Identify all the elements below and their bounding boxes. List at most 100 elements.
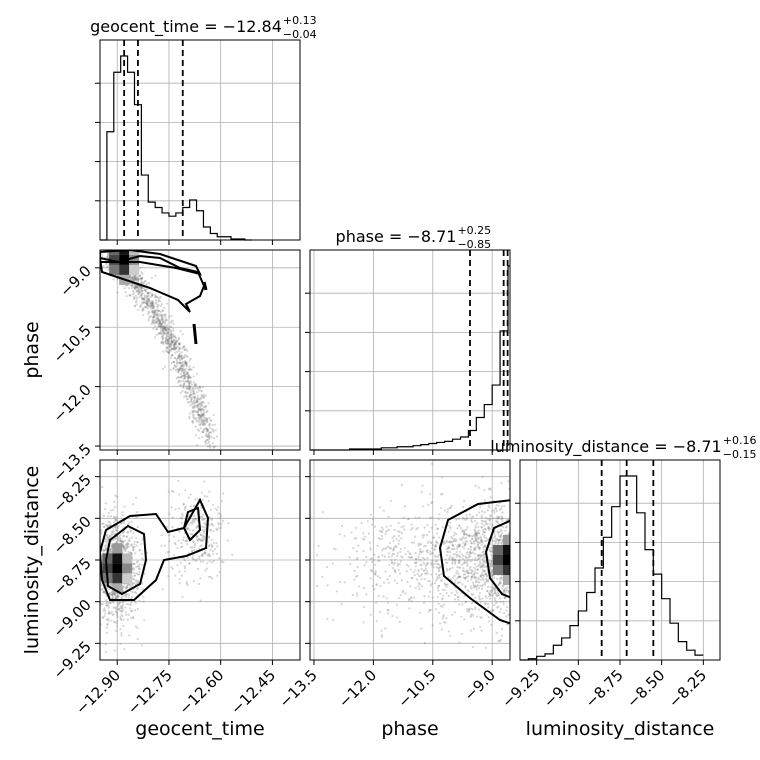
sample-point	[131, 590, 134, 594]
sample-point	[115, 596, 118, 599]
sample-point	[179, 391, 182, 394]
sample-point	[432, 548, 436, 551]
sample-point	[159, 313, 162, 316]
sample-point	[102, 609, 105, 612]
sample-point	[168, 351, 171, 354]
sample-point	[469, 548, 472, 551]
sample-point	[463, 532, 466, 536]
sample-point	[444, 558, 447, 561]
sample-point	[200, 554, 203, 557]
sample-point	[444, 621, 447, 624]
sample-point	[183, 348, 186, 351]
sample-point	[196, 406, 199, 409]
sample-point	[484, 544, 487, 547]
sample-point	[143, 298, 146, 301]
sample-point	[199, 539, 203, 542]
sample-point	[465, 528, 468, 531]
sample-point	[215, 435, 219, 438]
sample-point	[415, 528, 418, 531]
sample-point	[204, 440, 208, 443]
sample-point	[204, 433, 208, 436]
sample-point	[490, 623, 493, 626]
sample-point	[180, 375, 184, 378]
sample-point	[166, 340, 170, 343]
sample-point	[478, 511, 481, 514]
sample-point	[196, 404, 199, 408]
sample-point	[458, 544, 462, 548]
sample-point	[317, 545, 320, 548]
sample-point	[136, 587, 140, 590]
sample-point	[113, 532, 116, 535]
sample-point	[198, 398, 202, 401]
sample-point	[152, 304, 156, 307]
sample-point	[131, 546, 135, 549]
sample-point	[507, 613, 510, 616]
sample-point	[198, 386, 201, 389]
sample-point	[426, 551, 429, 554]
sample-point	[505, 589, 508, 593]
sample-point	[462, 541, 465, 545]
sample-point	[204, 422, 207, 425]
sample-point	[492, 608, 495, 611]
sample-point	[142, 297, 146, 300]
sample-point	[496, 520, 499, 523]
sample-point	[470, 576, 473, 579]
sample-point	[493, 536, 496, 539]
sample-point	[430, 561, 433, 564]
sample-point	[183, 380, 186, 383]
sample-point	[199, 533, 202, 536]
sample-point	[108, 534, 111, 537]
sample-point	[467, 553, 470, 556]
sample-point	[372, 558, 375, 561]
sample-point	[457, 581, 460, 584]
sample-point	[450, 591, 453, 595]
sample-point	[473, 528, 476, 531]
sample-point	[464, 600, 467, 603]
sample-point	[111, 533, 114, 536]
sample-point	[461, 537, 464, 540]
sample-point	[135, 496, 138, 499]
sample-point	[494, 506, 497, 510]
sample-point	[196, 404, 199, 407]
density-cell	[109, 254, 120, 265]
sample-point	[474, 531, 477, 534]
sample-point	[158, 321, 161, 324]
sample-point	[130, 284, 134, 287]
sample-point	[505, 526, 508, 529]
sample-point	[474, 538, 478, 541]
sample-point	[137, 290, 141, 293]
sample-point	[208, 423, 211, 426]
sample-point	[401, 589, 405, 592]
sample-point	[487, 526, 490, 529]
sample-point	[170, 341, 173, 344]
sample-point	[493, 592, 496, 595]
sample-point	[482, 553, 485, 557]
sample-point	[353, 569, 356, 572]
sample-point	[503, 611, 506, 615]
sample-point	[128, 282, 131, 285]
sample-point	[130, 617, 133, 620]
sample-point	[457, 554, 460, 557]
sample-point	[470, 587, 473, 590]
sample-point	[464, 576, 467, 579]
sample-point	[489, 594, 493, 597]
sample-point	[172, 348, 175, 351]
sample-point	[146, 303, 149, 306]
sample-point	[171, 340, 174, 344]
sample-point	[164, 329, 168, 332]
sample-point	[161, 329, 165, 333]
sample-point	[141, 308, 144, 311]
sample-point	[200, 491, 204, 494]
sample-point	[455, 538, 458, 541]
sample-point	[151, 318, 154, 322]
sample-point	[451, 566, 454, 569]
sample-point	[198, 413, 201, 417]
sample-point	[489, 527, 492, 530]
sample-point	[396, 552, 400, 555]
sample-point	[126, 531, 129, 534]
sample-point	[374, 572, 377, 575]
sample-point	[476, 615, 479, 618]
sample-point	[474, 571, 477, 574]
sample-point	[132, 549, 135, 552]
sample-point	[138, 274, 141, 277]
